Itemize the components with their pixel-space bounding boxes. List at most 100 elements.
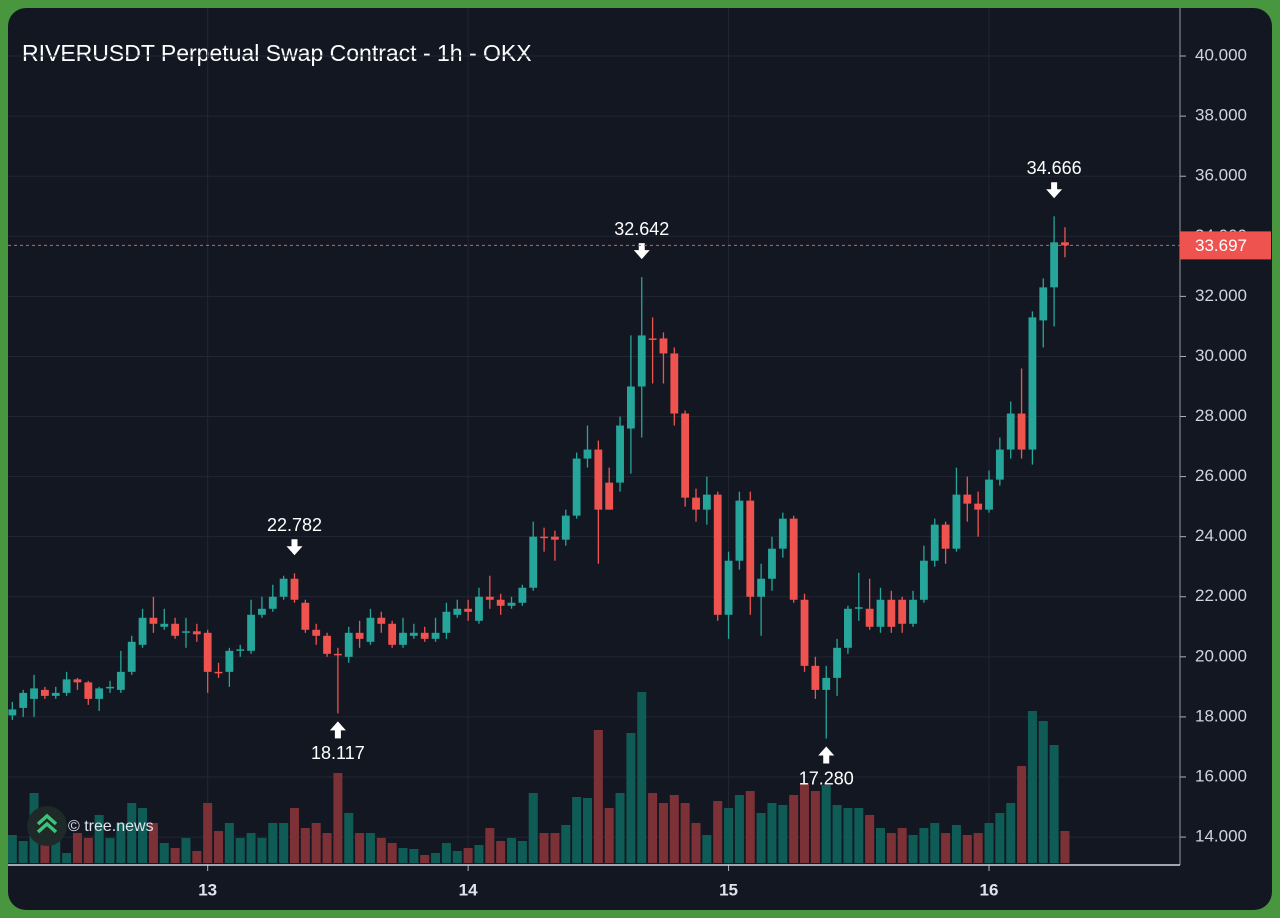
volume-bar — [181, 838, 191, 863]
y-tick-label: 20.000 — [1195, 646, 1247, 665]
annotation-arrow — [286, 539, 303, 556]
volume-bar — [72, 833, 82, 863]
candle-body — [30, 688, 38, 699]
candle-body — [442, 611, 451, 633]
volume-bar — [821, 785, 831, 863]
chart-panel: RIVERUSDT Perpetual Swap Contract - 1h -… — [8, 8, 1272, 910]
volume-bar — [626, 733, 636, 863]
candle-body — [778, 518, 787, 549]
annotation-arrow — [633, 243, 650, 260]
candle-body — [127, 641, 136, 672]
volume-bar — [810, 791, 820, 863]
candle-body — [247, 614, 255, 651]
volume-bar — [344, 813, 354, 863]
candle-body — [290, 578, 299, 600]
volume-bar — [148, 823, 158, 863]
volume-bar — [138, 808, 148, 863]
annotation: 18.117 — [311, 721, 365, 763]
y-tick-label: 16.000 — [1195, 766, 1247, 785]
candle-body — [312, 629, 321, 636]
volume-bar — [713, 801, 723, 863]
candle-body — [214, 671, 223, 674]
candle-body — [225, 650, 234, 672]
volume-bar — [517, 841, 527, 863]
candle-body — [409, 632, 418, 636]
y-tick-label: 28.000 — [1195, 406, 1247, 425]
volume-bar — [897, 828, 907, 863]
volume-bar — [192, 851, 202, 863]
candle-body — [344, 632, 353, 657]
candle-body — [160, 623, 169, 627]
candle-body — [73, 679, 82, 683]
volume-bar — [441, 843, 451, 863]
candle-body — [431, 632, 440, 639]
candle-body — [670, 353, 679, 414]
volume-bar — [832, 805, 842, 863]
candle-body — [692, 497, 700, 510]
candle-body — [84, 682, 93, 699]
watermark-text: © tree.news — [68, 818, 154, 835]
volume-bar — [214, 831, 224, 863]
candle-body — [1006, 413, 1015, 450]
candle-body — [757, 578, 766, 597]
volume-bar — [930, 823, 940, 863]
candle-body — [518, 587, 527, 603]
y-tick-label: 40.000 — [1195, 46, 1247, 65]
volume-bar — [116, 823, 126, 863]
candle-body — [268, 596, 277, 609]
watermark-chevrons — [36, 813, 58, 834]
x-tick-label: 13 — [198, 880, 217, 899]
volume-bar — [745, 791, 755, 863]
volume-bar — [159, 843, 169, 863]
volume-bar — [170, 848, 180, 863]
volume-bar — [300, 828, 310, 863]
volume-bar — [496, 841, 506, 863]
volume-bar — [865, 815, 875, 863]
candle-body — [605, 482, 614, 510]
volume-bar — [669, 795, 679, 863]
candle-body — [724, 560, 733, 615]
annotation-arrow — [1046, 182, 1063, 199]
volume-bar — [40, 833, 50, 863]
grid — [8, 8, 1180, 865]
volume-bar — [94, 815, 104, 863]
volume-bar — [800, 783, 810, 863]
candle-body — [540, 536, 548, 539]
chart: RIVERUSDT Perpetual Swap Contract - 1h -… — [8, 8, 1271, 899]
candle-body — [800, 599, 809, 666]
annotation: 22.782 — [267, 515, 322, 556]
volume-bar — [105, 838, 115, 863]
candle-body — [529, 536, 538, 588]
volume-bar — [83, 838, 93, 863]
y-tick-label: 32.000 — [1195, 286, 1247, 305]
candle-body — [974, 503, 983, 510]
volume-bar — [1049, 745, 1059, 863]
candle-body — [279, 578, 288, 597]
annotation: 17.280 — [799, 746, 854, 788]
candle-body — [1061, 242, 1069, 246]
candle-body — [702, 494, 711, 510]
annotation-label: 34.666 — [1027, 158, 1082, 178]
candle-body — [388, 623, 397, 645]
volume-bar — [224, 823, 234, 863]
candle-body — [149, 617, 158, 624]
volume-bar — [843, 808, 853, 863]
volume-bar — [973, 833, 983, 863]
volume-bar — [398, 848, 408, 863]
candle-body — [995, 449, 1004, 480]
volume-bar — [919, 828, 929, 863]
candle-body — [203, 632, 212, 672]
y-tick-label: 22.000 — [1195, 586, 1247, 605]
y-tick-label: 18.000 — [1195, 706, 1247, 725]
candle-body — [355, 632, 364, 639]
candle-body — [735, 500, 744, 561]
candle-body — [985, 479, 993, 510]
volume-bar — [127, 803, 137, 863]
volume-bar — [637, 692, 647, 863]
volume-bar — [1027, 711, 1037, 863]
volume-bar — [355, 833, 365, 863]
candle-body — [887, 599, 896, 627]
candle-body — [594, 449, 603, 510]
volume-bar — [724, 808, 734, 863]
volume-bar — [778, 805, 788, 863]
